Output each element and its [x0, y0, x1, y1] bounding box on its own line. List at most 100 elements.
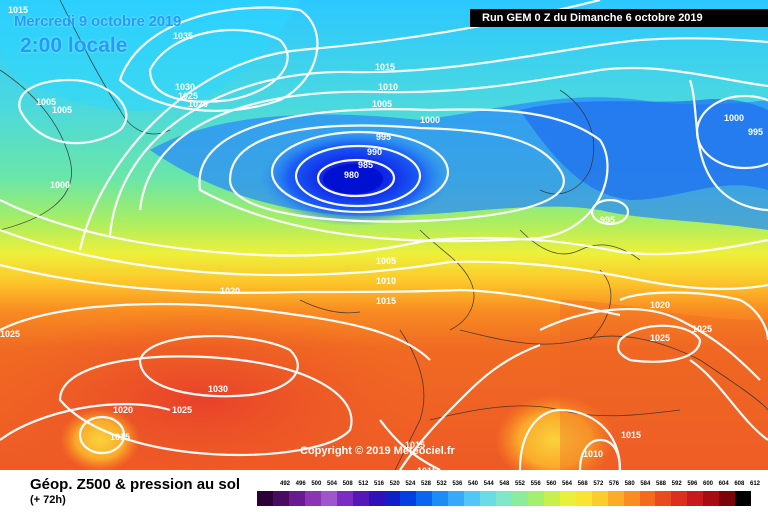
scale-tick-label: 500	[311, 481, 322, 487]
isobar-label: 995	[376, 132, 391, 142]
scale-tick-label: 568	[577, 481, 588, 487]
scale-swatch	[320, 491, 337, 506]
scale-swatch	[384, 491, 401, 506]
color-scale-labels: 492 496 500 504 508 512 516 520 524 528 532 536 540 5…	[280, 481, 760, 491]
scale-swatch	[400, 491, 417, 506]
scale-tick-label: 516	[374, 481, 385, 487]
scale-tick-label: 508	[342, 481, 353, 487]
scale-swatch	[719, 491, 736, 506]
scale-tick-label: 580	[624, 481, 635, 487]
weather-map: 1015103510301025102010051005100010151010…	[0, 0, 768, 470]
scale-tick-label: 532	[436, 481, 447, 487]
legend-title: Géop. Z500 & pression au sol	[30, 476, 241, 493]
scale-tick-label: 592	[671, 481, 682, 487]
scale-swatch	[639, 491, 656, 506]
scale-swatch	[288, 491, 305, 506]
scale-tick-label: 552	[515, 481, 526, 487]
isobar-label: 1005	[36, 97, 56, 107]
scale-tick-label: 520	[389, 481, 400, 487]
isobar-labels: 1015103510301025102010051005100010151010…	[0, 5, 763, 470]
scale-swatch	[543, 491, 560, 506]
scale-tick-label: 572	[593, 481, 604, 487]
scale-swatch	[432, 491, 449, 506]
isobar-label: 1025	[650, 333, 670, 343]
scale-swatch	[448, 491, 465, 506]
scale-tick-label: 528	[421, 481, 432, 487]
scale-swatch	[687, 491, 704, 506]
scale-tick-label: 540	[468, 481, 479, 487]
scale-swatch	[352, 491, 369, 506]
isobar-label: 1020	[220, 286, 240, 296]
legend-subtitle: (+ 72h)	[30, 494, 66, 506]
scale-swatch	[591, 491, 608, 506]
scale-tick-label: 492	[280, 481, 291, 487]
run-info: Run GEM 0 Z du Dimanche 6 octobre 2019	[470, 9, 768, 27]
forecast-hour: 2:00 locale	[20, 34, 128, 57]
isobar-label: 1015	[405, 440, 425, 450]
isobar-label: 1025	[0, 329, 20, 339]
forecast-date: Mercredi 9 octobre 2019	[14, 13, 182, 30]
scale-tick-label: 504	[327, 481, 338, 487]
copyright: Copyright © 2019 Meteociel.fr	[300, 445, 455, 457]
isobar-label: 1000	[724, 113, 744, 123]
isobar-label: 1005	[372, 99, 392, 109]
isobar-label: 1010	[378, 82, 398, 92]
scale-swatch	[559, 491, 576, 506]
isobar-label: 1020	[113, 405, 133, 415]
isobar-label: 1030	[208, 384, 228, 394]
isobar-label: 1010	[376, 276, 396, 286]
isobar-label: 1025	[172, 405, 192, 415]
isobar-label: 1025	[692, 324, 712, 334]
scale-tick-label: 548	[499, 481, 510, 487]
isobar-label: 1005	[376, 256, 396, 266]
scale-swatch	[671, 491, 688, 506]
color-scale	[257, 491, 752, 506]
scale-tick-label: 608	[734, 481, 745, 487]
isobar-label: 1035	[173, 31, 193, 41]
scale-swatch	[512, 491, 528, 506]
isobar-label: 1010	[583, 449, 603, 459]
scale-tick-label: 612	[750, 481, 761, 487]
scale-swatch	[416, 491, 433, 506]
scale-swatch	[304, 491, 321, 506]
isobar-label: 1020	[650, 300, 670, 310]
scale-tick-label: 556	[530, 481, 541, 487]
scale-swatch	[480, 491, 497, 506]
scale-swatch	[735, 491, 752, 506]
scale-tick-label: 588	[656, 481, 667, 487]
scale-swatch	[257, 491, 273, 506]
isobar-label: 1020	[188, 99, 208, 109]
isobar-label: 980	[344, 170, 359, 180]
scale-tick-label: 536	[452, 481, 463, 487]
scale-swatch	[464, 491, 481, 506]
isobar-label: 1025	[178, 91, 198, 101]
scale-tick-label: 604	[718, 481, 729, 487]
scale-tick-label: 512	[358, 481, 369, 487]
scale-swatch	[703, 491, 720, 506]
scale-tick-label: 584	[640, 481, 651, 487]
isobar-label: 1030	[175, 82, 195, 92]
scale-tick-label: 544	[483, 481, 494, 487]
scale-tick-label: 524	[405, 481, 416, 487]
isobar-label: 1000	[50, 180, 70, 190]
scale-tick-label: 496	[295, 481, 306, 487]
scale-tick-label: 564	[562, 481, 573, 487]
scale-tick-label: 576	[609, 481, 620, 487]
isobar-label: 1000	[420, 115, 440, 125]
isobar-label: 1015	[417, 466, 437, 470]
scale-swatch	[575, 491, 592, 506]
isobar-label: 990	[367, 147, 382, 157]
isobar-label: 995	[748, 127, 763, 137]
scale-swatch	[496, 491, 512, 506]
isobar-label: 1015	[621, 430, 641, 440]
isobar-label: 1005	[52, 105, 72, 115]
scale-tick-label: 596	[687, 481, 698, 487]
isobar-label: 1015	[8, 5, 28, 15]
scale-swatch	[272, 491, 289, 506]
scale-swatch	[623, 491, 640, 506]
scale-swatch	[607, 491, 624, 506]
scale-tick-label: 560	[546, 481, 557, 487]
isobar-label: 995	[600, 215, 615, 225]
isobar-label: 1015	[110, 432, 130, 442]
